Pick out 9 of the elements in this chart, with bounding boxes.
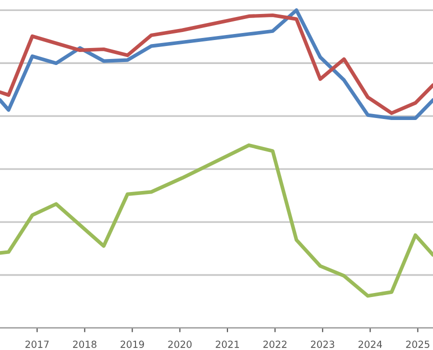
x-tick-label: 2025 — [406, 340, 430, 348]
x-tick-label: 2019 — [120, 340, 144, 348]
x-tick-label: 2018 — [73, 340, 96, 348]
x-tick-label: 2023 — [310, 340, 334, 348]
x-tick-label: 2024 — [358, 340, 382, 348]
x-tick-label: 2021 — [216, 340, 239, 348]
x-tick-label: 2020 — [168, 340, 192, 348]
x-tick-label: 2017 — [25, 340, 49, 348]
x-tick-label: 2022 — [263, 340, 286, 348]
